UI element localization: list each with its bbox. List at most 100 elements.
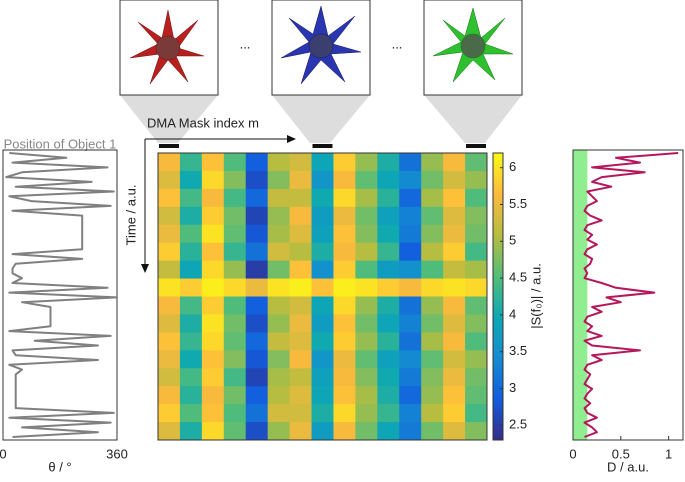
data-line (5, 152, 118, 438)
colorbar-tick-label: 2.5 (509, 417, 527, 432)
projection (272, 95, 370, 143)
colorbar-tick-label: 6 (509, 159, 516, 174)
heatmap-cell (465, 314, 488, 333)
heatmap-cell (267, 260, 290, 279)
heatmap-cell (377, 332, 400, 351)
heatmap-cell (333, 278, 356, 297)
heatmap-cell (245, 350, 269, 369)
heatmap-cell (289, 206, 312, 226)
heatmap-cell (443, 368, 466, 387)
heatmap-cell (333, 296, 356, 315)
projection (120, 95, 218, 143)
x-tick-label: 1 (665, 446, 672, 461)
heatmap-cell (377, 188, 400, 208)
heatmap-cell (158, 350, 181, 369)
heatmap-cell (201, 386, 225, 405)
heatmap-cell (421, 296, 444, 315)
heatmap-cell (311, 350, 334, 369)
shaded-range (573, 150, 588, 440)
heatmap-cell (399, 188, 422, 208)
heatmap-cell (179, 206, 203, 226)
heatmap-cell (355, 368, 378, 387)
heatmap-cell (267, 188, 290, 208)
heatmap-cell (201, 153, 225, 172)
heatmap-cell (179, 368, 203, 387)
heatmap-cell (399, 242, 422, 262)
arrow-head (287, 135, 296, 143)
heatmap-cell (421, 170, 444, 190)
heatmap-cell (377, 242, 400, 262)
heatmap-cell (158, 278, 181, 297)
heatmap-cell (333, 260, 356, 279)
colorbar-tick-label: 4.5 (509, 270, 527, 285)
heatmap-cell (179, 242, 203, 262)
heatmap-cell (355, 296, 378, 315)
colorbar-tick-label: 5 (509, 233, 516, 248)
heatmap-cell (311, 170, 334, 190)
heatmap-cell (333, 224, 356, 244)
heatmap-y-label: Time / a.u. (123, 185, 138, 246)
heatmap-cell (245, 332, 269, 351)
heatmap-cell (443, 260, 466, 279)
plot-frame (2, 149, 118, 441)
heatmap-cell (289, 224, 312, 244)
heatmap-cell (158, 332, 181, 351)
heatmap-cell (311, 153, 334, 172)
heatmap-cell (465, 296, 488, 315)
heatmap-cell (443, 153, 466, 172)
heatmap-cell (267, 368, 290, 387)
heatmap-cell (465, 386, 488, 405)
heatmap-cell (267, 422, 290, 441)
x-tick-label: 0 (0, 446, 7, 461)
heatmap-cell (201, 242, 225, 262)
heatmap-cell (311, 188, 334, 208)
heatmap-cell (399, 386, 422, 405)
heatmap-cell (333, 422, 356, 441)
heatmap-cell (377, 278, 400, 297)
heatmap-cell (465, 404, 488, 423)
heatmap-cell (355, 153, 378, 172)
heatmap-cell (443, 188, 466, 208)
heatmap-cell (465, 206, 488, 226)
heatmap-cell (377, 314, 400, 333)
heatmap-cell (158, 242, 181, 262)
ellipsis: ... (392, 36, 403, 51)
heatmap-cell (377, 296, 400, 315)
heatmap-cell (421, 350, 444, 369)
heatmap-cell (223, 260, 247, 279)
heatmap-cell (267, 296, 290, 315)
heatmap-cell (355, 314, 378, 333)
heatmap-cell (223, 278, 247, 297)
heatmap-cell (355, 170, 378, 190)
heatmap-cell (179, 386, 203, 405)
heatmap-cell (267, 314, 290, 333)
heatmap-cell (399, 368, 422, 387)
heatmap-cell (289, 386, 312, 405)
heatmap-cell (443, 170, 466, 190)
heatmap-cell (421, 314, 444, 333)
heatmap-cell (421, 260, 444, 279)
heatmap-cell (223, 242, 247, 262)
heatmap-cell (179, 260, 203, 279)
heatmap-cell (158, 260, 181, 279)
heatmap-cell (465, 368, 488, 387)
heatmap-cell (179, 296, 203, 315)
heatmap-cell (421, 386, 444, 405)
heatmap-cell (311, 368, 334, 387)
heatmap-cell (245, 314, 269, 333)
heatmap-cell (421, 153, 444, 172)
mask-marker (158, 144, 179, 148)
heatmap-cell (377, 224, 400, 244)
heatmap-cell (201, 224, 225, 244)
heatmap-cell (377, 386, 400, 405)
heatmap-cell (399, 350, 422, 369)
heatmap-cell (399, 296, 422, 315)
heatmap-cell (311, 278, 334, 297)
heatmap-cell (443, 332, 466, 351)
heatmap-cell (267, 350, 290, 369)
heatmap-cell (399, 422, 422, 441)
heatmap-cell (355, 386, 378, 405)
heatmap-cell (245, 224, 269, 244)
heatmap-cell (201, 188, 225, 208)
